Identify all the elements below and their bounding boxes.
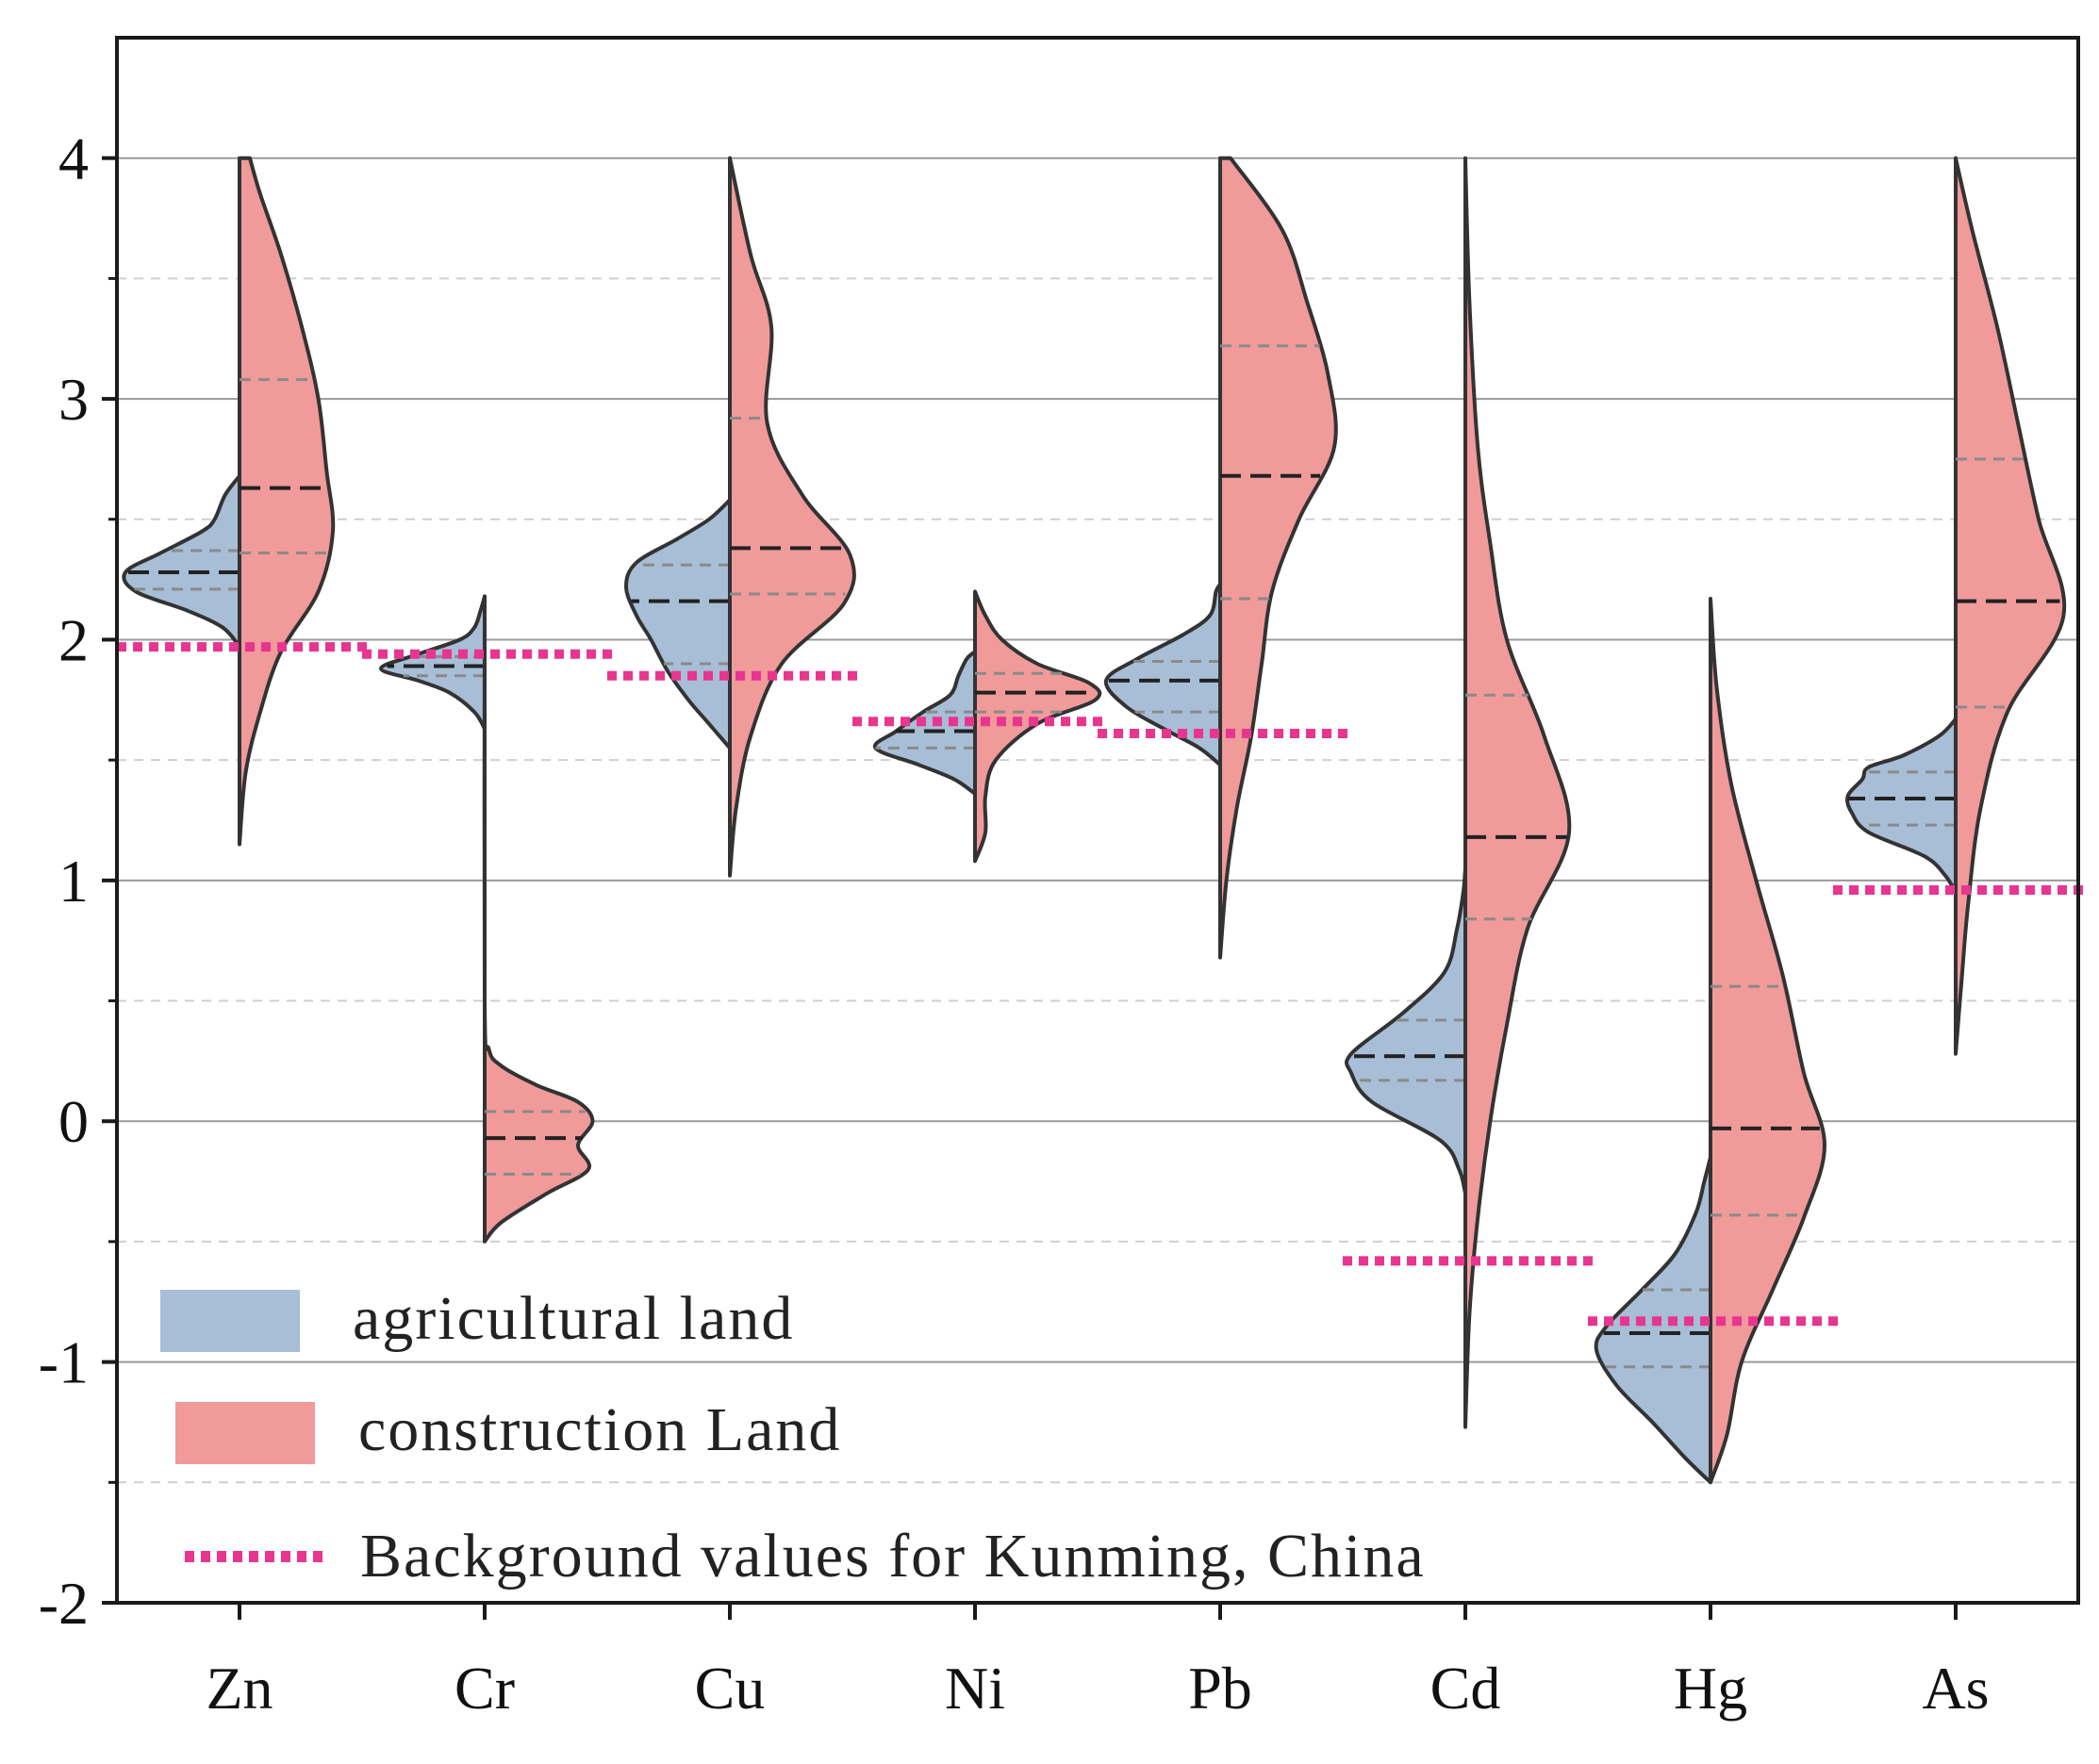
legend: agricultural land construction Land Back…	[160, 1284, 1426, 1591]
x-tick-label-zn: Zn	[206, 1655, 273, 1722]
x-tick-label-cr: Cr	[455, 1655, 515, 1722]
legend-swatch-agricultural	[160, 1290, 300, 1352]
y-tick-label: 0	[58, 1088, 89, 1155]
plot-frame	[115, 36, 2080, 1605]
x-tick-label-hg: Hg	[1674, 1655, 1747, 1722]
legend-label-agricultural: agricultural land	[353, 1284, 794, 1353]
violin-cu-agricultural	[624, 498, 732, 750]
y-tick-label: 1	[58, 848, 89, 915]
violin-pb-construction	[1218, 156, 1338, 960]
y-tick-label: -1	[39, 1329, 89, 1396]
legend-label-background: Background values for Kunming, China	[360, 1522, 1426, 1591]
x-tick-label-ni: Ni	[945, 1655, 1005, 1722]
x-tick-label-as: As	[1922, 1655, 1989, 1722]
legend-swatch-construction	[175, 1402, 315, 1464]
y-tick-label: -2	[39, 1570, 89, 1637]
violin-cd-agricultural	[1344, 866, 1467, 1195]
violin-zn-agricultural	[122, 473, 241, 650]
x-tick-label-cd: Cd	[1430, 1655, 1501, 1722]
y-tick-label: 3	[58, 366, 89, 433]
y-tick-label: 4	[58, 125, 89, 192]
x-tick-label-cu: Cu	[695, 1655, 766, 1722]
x-tick-label-pb: Pb	[1188, 1655, 1252, 1722]
violin-hg-construction	[1709, 597, 1826, 1485]
violin-pb-agricultural	[1103, 582, 1222, 767]
legend-label-construction: construction Land	[358, 1395, 841, 1464]
violin-layer	[122, 156, 2067, 1485]
y-tick-label: 2	[58, 606, 89, 673]
violin-cd-construction	[1463, 156, 1572, 1429]
violin-zn-construction	[238, 156, 336, 847]
violin-cr-construction	[482, 594, 595, 1244]
violin-as-agricultural	[1845, 717, 1958, 895]
violin-ni-construction	[973, 589, 1102, 864]
axis-layer: -2 -1 0 1 2 3 4 Zn Cr Cu Ni Pb Cd Hg As	[39, 125, 1990, 1722]
violin-as-construction	[1954, 156, 2067, 1056]
violin-cu-construction	[728, 156, 856, 878]
violin-cr-agricultural	[379, 594, 487, 731]
